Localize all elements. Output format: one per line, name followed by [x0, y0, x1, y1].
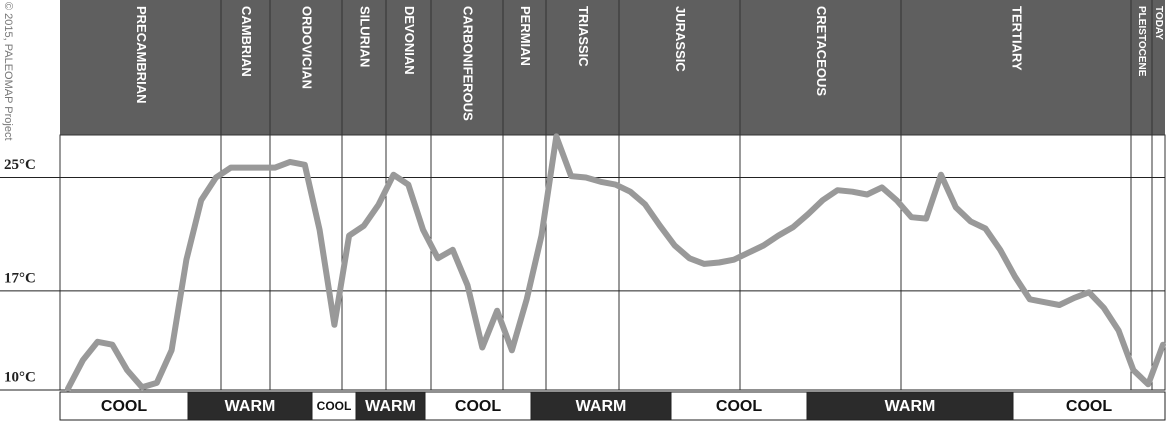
climate-band	[355, 391, 426, 421]
climate-band	[187, 391, 313, 421]
climate-band	[59, 391, 189, 421]
climate-label: COOL	[716, 398, 762, 415]
y-tick-label: 17°C	[4, 270, 36, 286]
climate-label: WARM	[225, 398, 276, 415]
period-label: PLEISTOCENE	[1136, 6, 1147, 77]
period-label: CARBONIFEROUS	[461, 6, 476, 121]
climate-label: COOL	[455, 398, 501, 415]
credit: © 2015, PALEOMAP Project	[2, 2, 14, 141]
period-label: JURASSIC	[673, 6, 688, 72]
period-label: TODAY	[1153, 6, 1164, 40]
y-tick-label: 25°C	[4, 157, 36, 173]
climate-band	[1012, 391, 1166, 421]
period-label: SILURIAN	[358, 6, 373, 67]
climate-band	[530, 391, 672, 421]
period-label: PRECAMBRIAN	[134, 6, 149, 104]
period-label: DEVONIAN	[402, 6, 417, 75]
period-label: TERTIARY	[1010, 6, 1025, 71]
period-label: TRIASSIC	[576, 6, 591, 67]
climate-label: WARM	[885, 398, 936, 415]
climate-label: WARM	[576, 398, 627, 415]
header-band	[60, 0, 1165, 135]
climate-band	[806, 391, 1014, 421]
climate-band	[311, 391, 357, 421]
temperature-line	[65, 133, 1166, 392]
climate-band	[424, 391, 532, 421]
climate-label: COOL	[1066, 398, 1112, 415]
climate-label: COOL	[101, 398, 147, 415]
climate-label: WARM	[365, 398, 416, 415]
y-tick-label: 10°C	[4, 369, 36, 385]
climate-label: COOL	[317, 399, 352, 413]
period-label: ORDOVICIAN	[300, 6, 315, 89]
period-label: PERMIAN	[518, 6, 533, 66]
period-label: CRETACEOUS	[814, 6, 829, 96]
period-label: CAMBRIAN	[239, 6, 254, 77]
